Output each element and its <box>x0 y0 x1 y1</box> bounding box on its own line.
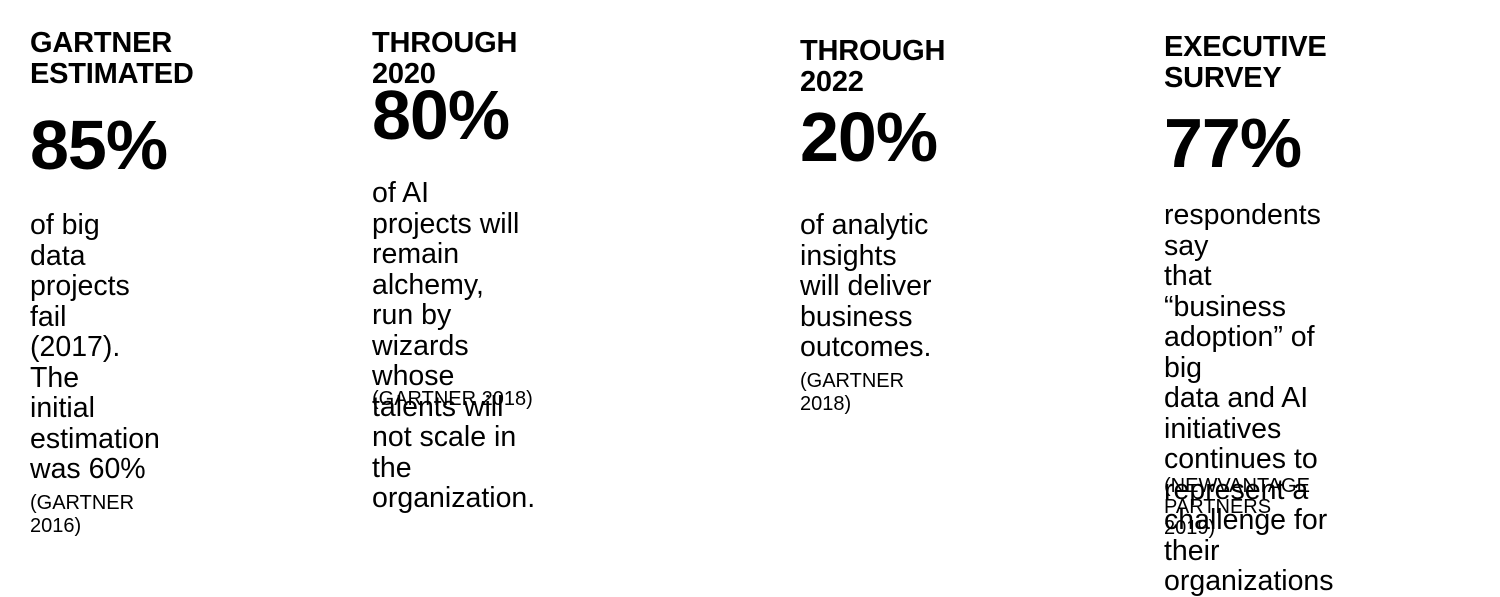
stat-percent: 20% <box>800 98 938 176</box>
stat-source: (GARTNER <box>30 491 135 514</box>
stat-description-text: of big data projects fail (2017). The in… <box>30 209 160 485</box>
stat-source-continued: 2018) <box>800 393 852 415</box>
stat-source: (GARTNER <box>800 369 905 392</box>
stat-source: (NEWVANTAGE PARTNERS 2019) <box>1164 475 1310 539</box>
stat-description: of analytic insights will deliver busine… <box>800 210 931 415</box>
stat-description: of AI projects will remain alchemy, run … <box>372 177 536 514</box>
stat-percent: 77% <box>1164 104 1302 182</box>
stat-source: (GARTNER 2018) <box>372 388 533 410</box>
stat-heading: THROUGH 2020 <box>372 27 518 90</box>
stat-percent: 80% <box>372 76 510 154</box>
stat-source-continued: 2016) <box>30 515 82 537</box>
stat-percent: 85% <box>30 106 168 184</box>
stat-description-text: of analytic insights will deliver busine… <box>800 209 932 363</box>
slide: { "stats": [ { "heading": "GARTNER\nESTI… <box>30 27 1334 597</box>
stat-heading: THROUGH 2022 <box>800 35 946 98</box>
stat-description: of big data projects fail (2017). The in… <box>30 210 160 537</box>
stat-heading: GARTNER ESTIMATED <box>30 27 194 90</box>
stat-heading: EXECUTIVE SURVEY <box>1164 31 1327 94</box>
